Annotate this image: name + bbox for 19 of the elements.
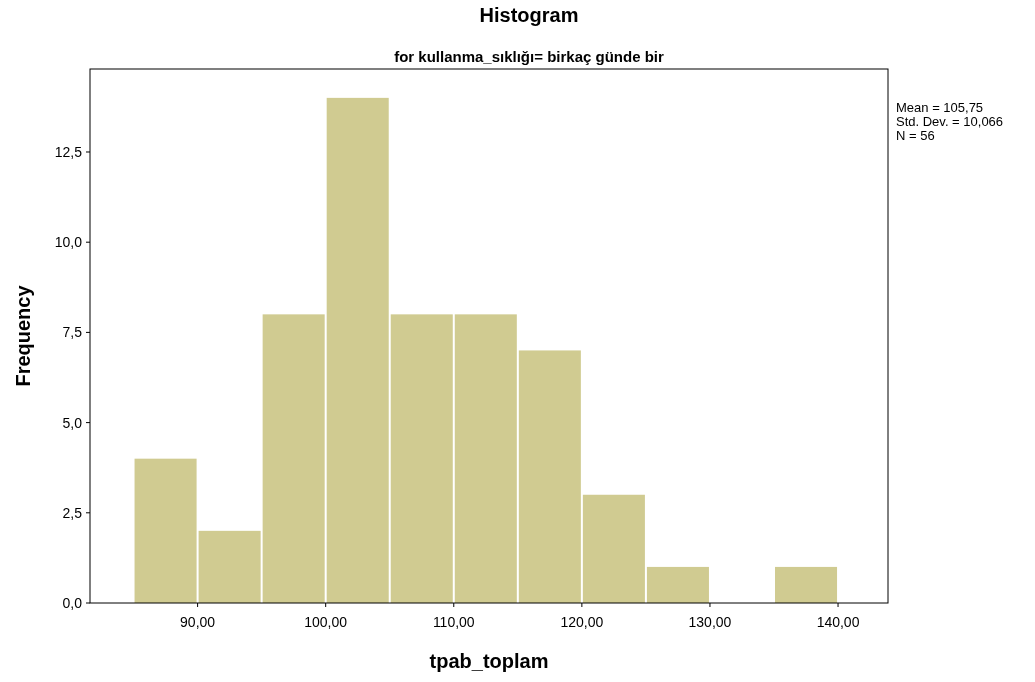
chart-subtitle: for kullanma_sıklığı= birkaç günde bir	[394, 48, 664, 65]
text: Std. Dev. = 10,066	[896, 114, 1004, 129]
x-axis-title: tpab_toplam	[429, 650, 549, 672]
y-tick-label: 12,5	[54, 143, 83, 160]
x-tick-label: 100,00	[304, 614, 348, 630]
y-tick-label: 5,0	[62, 414, 83, 431]
x-tick-label: 90,00	[180, 614, 216, 630]
y-tick-label: 0,0	[62, 595, 83, 611]
y-tick-label: 10,0	[54, 234, 83, 251]
chart-title: Histogram	[479, 4, 579, 26]
y-axis-title: Frequency	[12, 284, 34, 387]
x-tick-label: 130,00	[688, 614, 732, 630]
y-tick-label: 2,5	[62, 504, 83, 521]
y-tick-label: 7,5	[62, 324, 83, 341]
x-tick-label: 140,00	[816, 614, 860, 630]
text: Mean = 105,75	[896, 100, 984, 115]
text: N = 56	[896, 128, 935, 143]
x-tick-label: 110,00	[432, 614, 475, 630]
x-tick-label: 120,00	[560, 614, 604, 630]
